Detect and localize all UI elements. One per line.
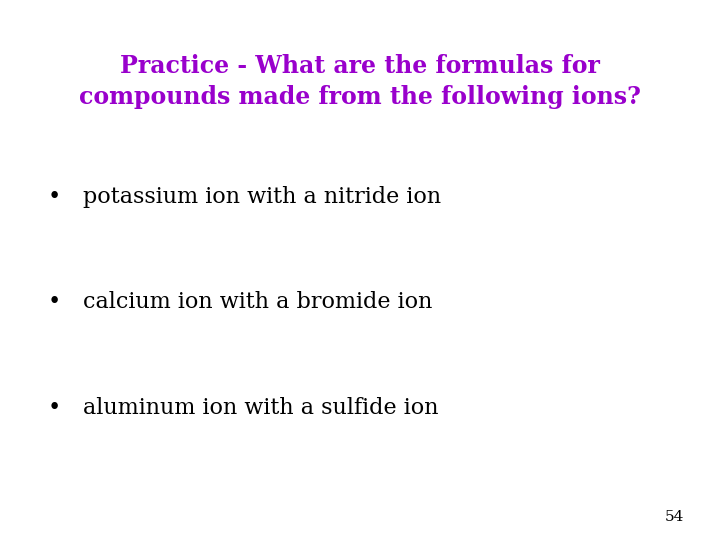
- Text: •: •: [48, 397, 60, 418]
- Text: Practice - What are the formulas for
compounds made from the following ions?: Practice - What are the formulas for com…: [79, 54, 641, 109]
- Text: potassium ion with a nitride ion: potassium ion with a nitride ion: [83, 186, 441, 208]
- Text: calcium ion with a bromide ion: calcium ion with a bromide ion: [83, 292, 432, 313]
- Text: •: •: [48, 186, 60, 208]
- Text: aluminum ion with a sulfide ion: aluminum ion with a sulfide ion: [83, 397, 438, 418]
- Text: •: •: [48, 292, 60, 313]
- Text: 54: 54: [665, 510, 684, 524]
